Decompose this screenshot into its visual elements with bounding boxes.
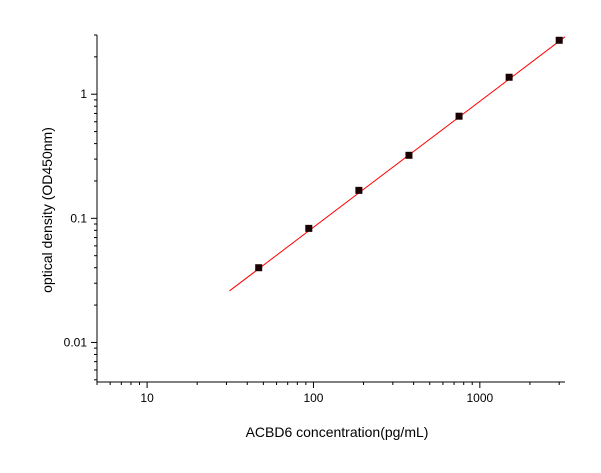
data-point: [455, 112, 463, 120]
x-tick-label: 1000: [466, 391, 493, 405]
data-point: [505, 73, 513, 81]
y-tick-label: 0.1: [70, 211, 87, 225]
y-tick-label: 1: [80, 87, 87, 101]
x-tick-label: 10: [140, 391, 154, 405]
data-point: [355, 186, 363, 194]
y-tick-label: 0.01: [64, 335, 88, 349]
data-point: [255, 264, 263, 272]
y-axis-label: optical density (OD450nm): [39, 127, 55, 293]
x-tick-label: 100: [303, 391, 323, 405]
data-point: [305, 224, 313, 232]
data-point: [555, 36, 563, 44]
x-axis-label: ACBD6 concentration(pg/mL): [246, 424, 429, 440]
data-point: [405, 151, 413, 159]
